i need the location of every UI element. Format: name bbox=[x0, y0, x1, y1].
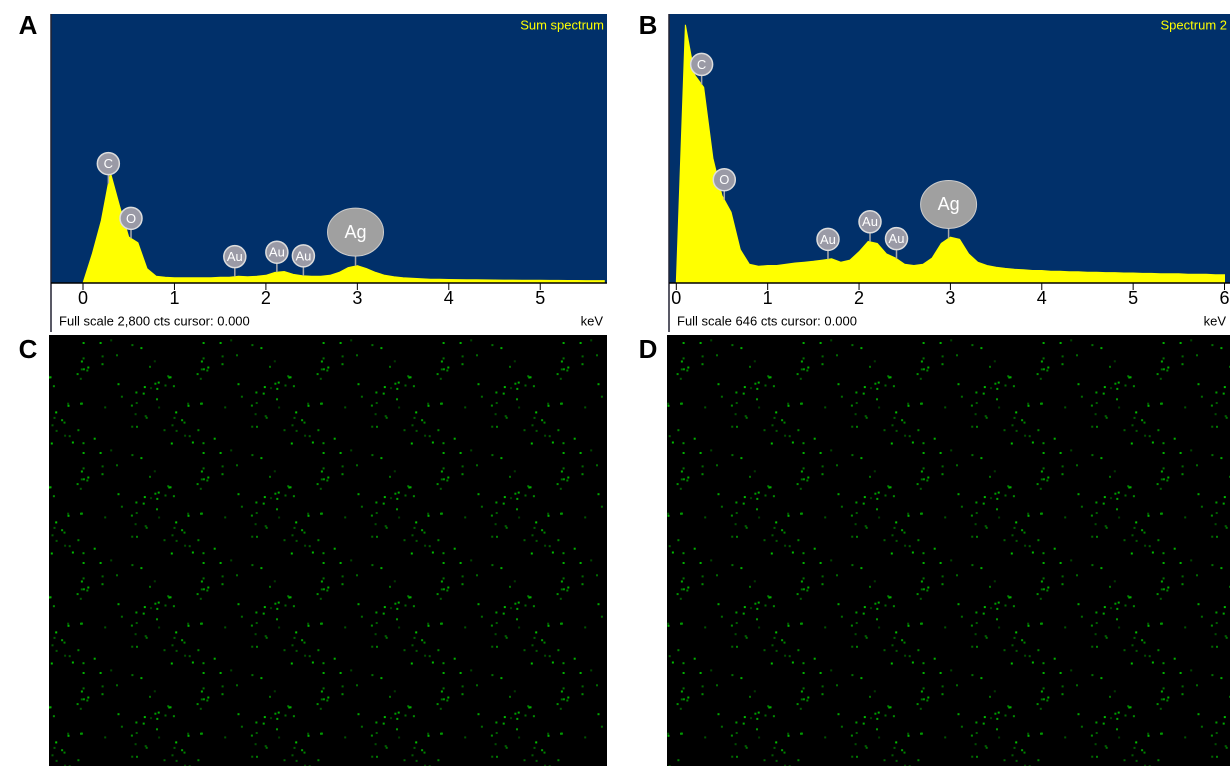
page: C D A Sum spectrum 0 1 2 3 4 5 Full scale 2,800 … bbox=[0, 0, 1230, 771]
x-tick-label: 2 bbox=[854, 288, 864, 308]
x-tick-label: 5 bbox=[535, 288, 545, 308]
x-tick-label: 5 bbox=[1128, 288, 1138, 308]
panel-label: D bbox=[639, 334, 658, 364]
x-tick-label: 3 bbox=[352, 288, 362, 308]
spectrum-footer: Full scale 2,800 cts cursor: 0.000 bbox=[59, 313, 250, 328]
element-map bbox=[667, 335, 1230, 766]
x-tick-label: 4 bbox=[1037, 288, 1047, 308]
peak-label: O bbox=[719, 172, 729, 187]
spectrum-name: Spectrum 2 bbox=[1161, 17, 1227, 32]
x-tick-label: 1 bbox=[763, 288, 773, 308]
x-tick-label: 4 bbox=[444, 288, 454, 308]
peak-label: Au bbox=[862, 214, 878, 229]
peak-label: C bbox=[104, 156, 113, 171]
panel-label: A bbox=[19, 10, 38, 40]
x-axis-label: keV bbox=[1204, 313, 1227, 328]
peak-label: C bbox=[697, 57, 706, 72]
panel-label: B bbox=[639, 10, 658, 40]
peak-label: O bbox=[126, 211, 136, 226]
spectrum-footer: Full scale 646 cts cursor: 0.000 bbox=[677, 313, 857, 328]
x-tick-label: 0 bbox=[671, 288, 681, 308]
x-tick-label: 1 bbox=[169, 288, 179, 308]
figure: C D A Sum spectrum 0 1 2 3 4 5 Full scale 2,800 … bbox=[0, 0, 1230, 766]
peak-label: Au bbox=[889, 231, 905, 246]
x-axis-label: keV bbox=[581, 313, 604, 328]
peak-label: Au bbox=[269, 245, 285, 260]
x-tick-label: 3 bbox=[945, 288, 955, 308]
peak-label: Au bbox=[295, 248, 311, 263]
element-map bbox=[49, 335, 607, 766]
panel-label: C bbox=[19, 334, 38, 364]
peak-label: Ag bbox=[938, 194, 960, 214]
x-tick-label: 6 bbox=[1220, 288, 1230, 308]
x-tick-label: 0 bbox=[78, 288, 88, 308]
spectrum-name: Sum spectrum bbox=[520, 17, 604, 32]
x-tick-label: 2 bbox=[261, 288, 271, 308]
peak-label: Ag bbox=[345, 222, 367, 242]
peak-label: Au bbox=[227, 249, 243, 264]
peak-label: Au bbox=[820, 232, 836, 247]
